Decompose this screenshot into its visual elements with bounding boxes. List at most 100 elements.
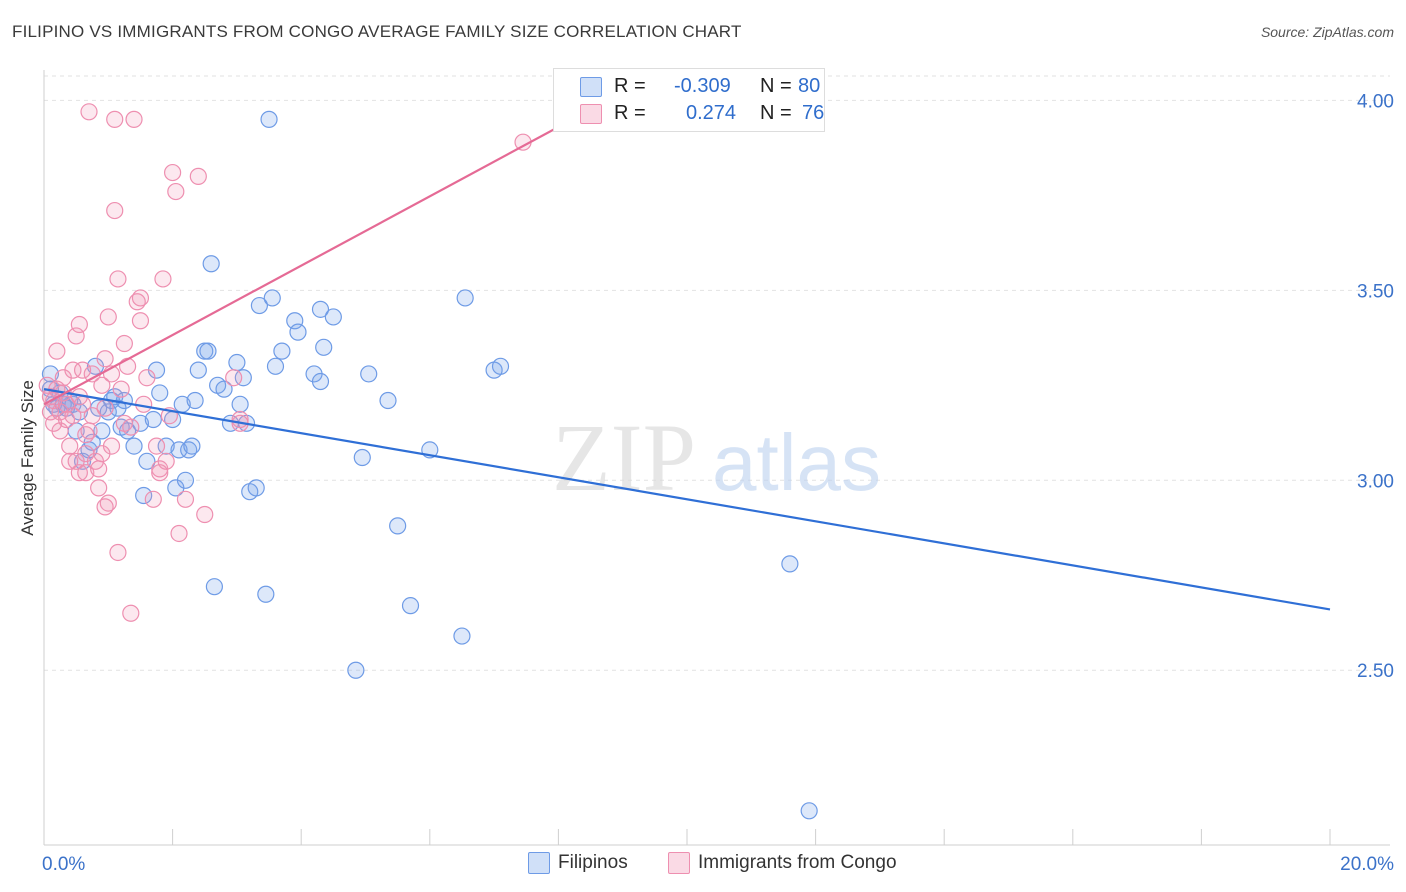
filipinos-point	[231, 395, 249, 413]
filipinos-point	[250, 296, 269, 315]
filipinos-point	[170, 441, 188, 459]
filipinos-point	[781, 555, 799, 573]
watermark-zip: ZIP	[552, 404, 696, 511]
filipinos-point	[389, 517, 407, 535]
filipinos-point	[353, 448, 371, 467]
tick-labels: 2.50 3.00 3.50 4.00 0.0% 20.0%	[42, 91, 1394, 875]
filipinos-point	[247, 479, 265, 497]
filipinos-legend-swatch	[528, 852, 550, 874]
congo-point	[109, 543, 127, 562]
congo-point	[196, 505, 214, 524]
filipinos-point	[183, 437, 201, 455]
filipinos-point	[453, 627, 471, 645]
trend-lines	[43, 81, 1331, 611]
filipinos-point	[234, 369, 252, 387]
congo-point	[64, 361, 82, 379]
filipinos-point	[257, 585, 275, 603]
chart-source: Source: ZipAtlas.com	[1260, 24, 1394, 40]
filipinos-point	[176, 471, 195, 489]
congo-point	[118, 357, 137, 375]
congo-point	[64, 407, 82, 425]
congo-point	[90, 479, 108, 497]
filipinos-point	[125, 437, 143, 455]
congo-point	[70, 464, 88, 482]
congo-point	[151, 464, 169, 482]
filipinos-point	[347, 661, 365, 679]
congo-point	[112, 380, 130, 398]
congo-point	[167, 182, 185, 201]
congo-point	[138, 369, 156, 387]
congo-point	[90, 460, 108, 478]
filipinos-point	[189, 361, 207, 379]
congo-point	[73, 361, 92, 379]
y-tick-label: 4.00	[1357, 91, 1394, 112]
congo-point	[93, 376, 111, 394]
congo-point	[170, 524, 188, 543]
congo-point	[106, 110, 124, 128]
congo-legend-label: Immigrants from Congo	[698, 852, 897, 873]
filipinos-point	[311, 300, 330, 318]
filipinos-point	[260, 110, 278, 128]
filipinos-point	[379, 391, 397, 410]
r-value: -0.309	[674, 75, 731, 97]
filipinos-point	[135, 486, 153, 505]
congo-point	[48, 342, 66, 360]
filipinos-trend-line	[43, 388, 1331, 611]
congo-point	[122, 604, 140, 622]
filipinos-point	[315, 338, 333, 356]
congo-trend-line	[43, 126, 559, 406]
n-label: N =	[760, 102, 792, 124]
congo-point	[147, 437, 166, 455]
r-label: R =	[614, 102, 646, 124]
congo-point	[144, 490, 162, 508]
filipinos-point	[93, 422, 111, 440]
n-value: 76	[802, 102, 825, 124]
congo-point	[154, 270, 172, 288]
congo-point	[61, 452, 79, 470]
filipinos-point	[186, 391, 204, 410]
filipinos-point	[401, 597, 420, 615]
congo-point	[83, 407, 101, 425]
stats-legend: R = -0.309 N = 80 R = 0.274 N = 76	[553, 68, 825, 132]
congo-point	[164, 163, 182, 182]
filipinos-point	[360, 365, 378, 383]
filipinos-point	[199, 342, 217, 360]
congo-point	[106, 201, 124, 220]
congo-point	[225, 369, 243, 387]
axes	[43, 70, 1390, 846]
filipinos-point	[157, 437, 175, 455]
congo-point	[102, 437, 121, 455]
filipinos-point	[311, 372, 330, 391]
filipinos-point	[205, 578, 223, 596]
y-tick-label: 3.50	[1357, 281, 1394, 302]
congo-point	[115, 334, 133, 353]
congo-point	[96, 350, 114, 368]
congo-point	[131, 289, 150, 307]
filipinos-point	[273, 342, 291, 360]
congo-swatch	[580, 104, 602, 124]
filipinos-swatch	[580, 77, 602, 97]
filipinos-legend-label: Filipinos	[558, 852, 628, 873]
filipinos-point	[491, 357, 510, 375]
filipinos-point	[324, 308, 342, 326]
filipinos-point	[144, 410, 162, 429]
congo-point	[122, 418, 140, 436]
congo-point	[99, 308, 117, 326]
filipinos-point	[151, 384, 169, 402]
congo-point	[77, 426, 95, 444]
filipinos-point	[228, 353, 246, 372]
n-label: N =	[760, 75, 792, 97]
filipinos-point	[456, 289, 474, 307]
congo-point	[125, 110, 143, 128]
n-value: 80	[798, 75, 821, 97]
congo-point	[96, 399, 114, 417]
chart-title: FILIPINO VS IMMIGRANTS FROM CONGO AVERAG…	[12, 22, 742, 41]
filipinos-points	[41, 110, 818, 820]
watermark: ZIP atlas	[552, 404, 881, 511]
filipinos-point	[263, 289, 281, 307]
filipinos-point	[138, 452, 156, 470]
congo-point	[61, 437, 79, 455]
filipinos-point	[266, 357, 285, 375]
congo-point	[96, 498, 114, 516]
